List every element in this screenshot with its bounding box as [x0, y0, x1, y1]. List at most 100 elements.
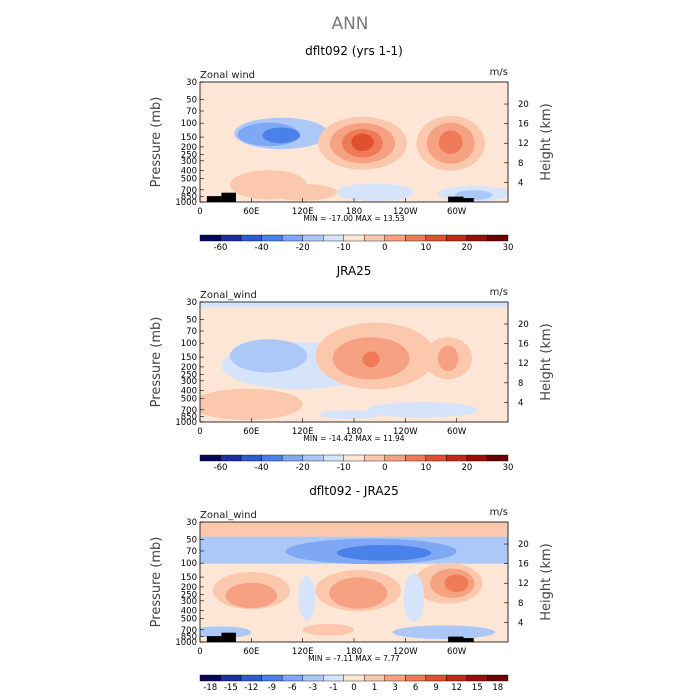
- contour-region: [438, 130, 463, 155]
- y-tick-label: 250: [181, 151, 197, 161]
- x-tick-label: 60E: [243, 207, 259, 217]
- colorbar-swatch: [487, 234, 509, 242]
- colorbar-swatch: [323, 674, 344, 682]
- colorbar-swatch: [343, 234, 365, 242]
- x-tick-label: 0: [197, 647, 202, 657]
- colorbar-swatch: [466, 454, 488, 462]
- colorbar-label: -60: [214, 463, 228, 473]
- units-label: m/s: [490, 507, 508, 518]
- y2-axis-label: Height (km): [539, 103, 554, 180]
- contour-region: [200, 388, 303, 421]
- y2-tick-label: 8: [518, 379, 523, 389]
- y-tick-label: 400: [181, 167, 197, 177]
- y-tick-label: 700: [181, 626, 197, 636]
- colorbar-swatch: [240, 454, 262, 462]
- colorbar-label: 20: [462, 463, 473, 473]
- colorbar-label: 6: [413, 683, 418, 693]
- y-tick-label: 850: [181, 412, 197, 422]
- y-tick-label: 70: [186, 547, 197, 557]
- y2-tick-label: 20: [518, 320, 529, 330]
- min-max-stats: MIN = -7.11 MAX = 7.77: [308, 654, 400, 663]
- contour-region: [200, 626, 252, 639]
- y-tick-label: 300: [181, 377, 197, 387]
- y-tick-label: 250: [181, 591, 197, 601]
- y-tick-label: 50: [186, 95, 197, 105]
- colorbar-swatch: [466, 674, 488, 682]
- colorbar-swatch: [323, 234, 344, 242]
- contour-region: [454, 190, 493, 201]
- y-tick-label: 1000: [175, 638, 197, 648]
- colorbar-swatch: [302, 674, 324, 682]
- y2-tick-label: 20: [518, 540, 529, 550]
- colorbar-swatch: [425, 234, 447, 242]
- y-tick-label: 70: [186, 107, 197, 117]
- colorbar-label: 30: [503, 243, 514, 253]
- x-tick-label: 180: [346, 427, 362, 437]
- contour-region: [336, 545, 432, 561]
- colorbar-label: -9: [268, 683, 276, 693]
- colorbar-label: 3: [392, 683, 397, 693]
- colorbar-swatch: [364, 234, 385, 242]
- colorbar-swatch: [240, 234, 262, 242]
- y2-tick-label: 16: [518, 560, 529, 570]
- colorbar-label: 18: [492, 683, 503, 693]
- y2-tick-label: 8: [518, 599, 523, 609]
- topography-mask: [221, 192, 236, 202]
- colorbar-swatch: [199, 454, 221, 462]
- colorbar-label: -40: [255, 463, 269, 473]
- y2-tick-label: 20: [518, 100, 529, 110]
- panels-container: dflt092 (yrs 1-1)Zonal wind m/s3050701001…: [149, 44, 554, 693]
- y2-tick-label: 16: [518, 120, 529, 130]
- topography-mask: [221, 632, 236, 642]
- topography-mask: [461, 198, 474, 202]
- field-band: [200, 302, 508, 308]
- y-axis-label: Pressure (mb): [149, 537, 164, 628]
- y-tick-label: 70: [186, 327, 197, 337]
- contour-region: [351, 133, 374, 152]
- colorbar-swatch: [446, 234, 468, 242]
- colorbar-swatch: [302, 234, 324, 242]
- colorbar-swatch: [446, 454, 468, 462]
- y-tick-label: 50: [186, 315, 197, 325]
- y2-tick-label: 16: [518, 340, 529, 350]
- y-tick-label: 200: [181, 583, 197, 593]
- colorbar-swatch: [405, 454, 427, 462]
- x-tick-label: 120W: [393, 647, 418, 657]
- panel-title: JRA25: [336, 264, 372, 278]
- colorbar-label: -3: [309, 683, 317, 693]
- colorbar-label: 1: [372, 683, 377, 693]
- colorbar-swatch: [281, 234, 303, 242]
- field-area: [200, 522, 508, 642]
- colorbar-swatch: [487, 674, 509, 682]
- y-tick-label: 300: [181, 597, 197, 607]
- colorbar-swatch: [343, 674, 365, 682]
- colorbar-swatch: [199, 234, 221, 242]
- y-tick-label: 1000: [175, 198, 197, 208]
- x-tick-label: 0: [197, 427, 202, 437]
- y-tick-label: 1000: [175, 418, 197, 428]
- colorbar-label: 30: [503, 463, 514, 473]
- colorbar-swatch: [384, 234, 406, 242]
- colorbar-label: 10: [420, 243, 431, 253]
- y-tick-label: 300: [181, 157, 197, 167]
- x-tick-label: 120W: [393, 207, 418, 217]
- y-tick-label: 200: [181, 363, 197, 373]
- y-tick-label: 500: [181, 174, 197, 184]
- colorbar-label: -40: [255, 243, 269, 253]
- colorbar-label: 0: [382, 243, 387, 253]
- y-tick-label: 30: [186, 518, 197, 528]
- y2-tick-label: 8: [518, 159, 523, 169]
- y-tick-label: 700: [181, 186, 197, 196]
- colorbar-swatch: [425, 454, 447, 462]
- x-tick-label: 60W: [447, 207, 467, 217]
- colorbar-swatch: [405, 234, 427, 242]
- contour-region: [302, 623, 355, 636]
- colorbar-label: 9: [433, 683, 438, 693]
- colorbar-label: 0: [351, 683, 356, 693]
- field-label: Zonal_wind: [200, 510, 257, 521]
- colorbar-swatch: [199, 674, 221, 682]
- colorbar-swatch: [343, 454, 365, 462]
- y2-axis-label: Height (km): [539, 323, 554, 400]
